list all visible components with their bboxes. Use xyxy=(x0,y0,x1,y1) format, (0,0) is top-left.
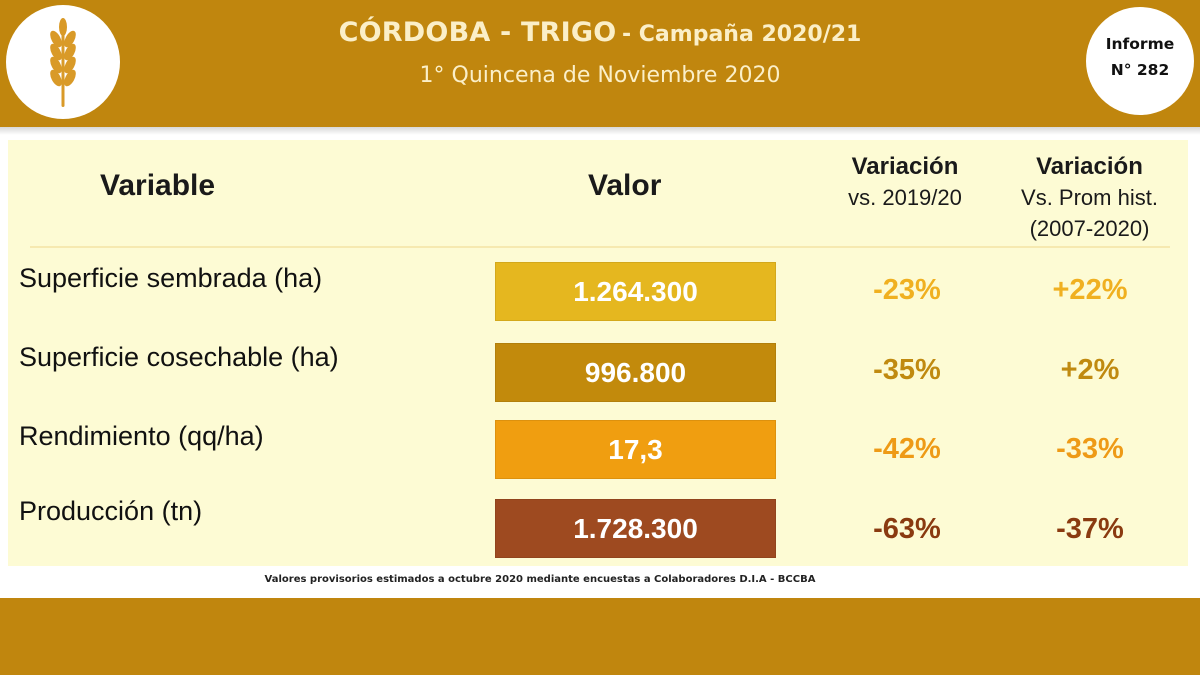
header-bar xyxy=(0,0,1200,127)
column-header-var-prev: Variación vs. 2019/20 xyxy=(820,151,990,213)
header-divider xyxy=(30,246,1170,248)
wheat-icon xyxy=(50,18,76,107)
var-hist-title: Variación xyxy=(1036,153,1143,180)
row-label-produccion: Producción (tn) xyxy=(19,496,203,526)
var-prev-superficie-cosechable: -35% xyxy=(873,354,941,386)
report-number-badge: Informe N° 282 xyxy=(1086,7,1194,115)
footer-bar xyxy=(0,598,1200,675)
value-box-superficie-cosechable: 996.800 xyxy=(495,343,776,402)
row-label-superficie-sembrada: Superficie sembrada (ha) xyxy=(19,263,323,293)
var-prev-superficie-sembrada: -23% xyxy=(873,274,941,306)
footnote: Valores provisorios estimados a octubre … xyxy=(264,574,816,585)
logo xyxy=(6,5,120,119)
var-prev-subtitle: vs. 2019/20 xyxy=(848,185,962,210)
var-hist-superficie-sembrada: +22% xyxy=(1052,274,1128,306)
report-number: N° 282 xyxy=(1110,61,1170,79)
var-hist-subtitle: Vs. Prom hist. xyxy=(1021,185,1158,210)
value-box-superficie-sembrada: 1.264.300 xyxy=(495,262,776,321)
value-box-produccion: 1.728.300 xyxy=(495,499,776,558)
column-header-var-hist: Variación Vs. Prom hist. (2007-2020) xyxy=(997,151,1182,244)
report-label: Informe xyxy=(1105,35,1175,53)
row-label-rendimiento: Rendimiento (qq/ha) xyxy=(19,421,264,451)
var-hist-produccion: -37% xyxy=(1056,513,1124,545)
var-prev-produccion: -63% xyxy=(873,513,941,545)
var-hist-superficie-cosechable: +2% xyxy=(1060,354,1120,386)
column-header-valor: Valor xyxy=(588,169,662,202)
header-shadow xyxy=(0,127,1200,135)
value-box-rendimiento: 17,3 xyxy=(495,420,776,479)
var-prev-title: Variación xyxy=(851,153,959,180)
row-label-superficie-cosechable: Superficie cosechable (ha) xyxy=(19,342,339,372)
title-campaign: - Campaña 2020/21 xyxy=(622,22,862,47)
var-hist-rendimiento: -33% xyxy=(1056,433,1124,465)
page-title: CÓRDOBA - TRIGO - Campaña 2020/21 xyxy=(180,17,1020,48)
column-header-variable: Variable xyxy=(100,169,216,202)
page-subtitle: 1° Quincena de Noviembre 2020 xyxy=(419,63,781,88)
title-main: CÓRDOBA - TRIGO xyxy=(338,17,617,48)
var-prev-rendimiento: -42% xyxy=(873,433,941,465)
var-hist-period: (2007-2020) xyxy=(1029,216,1150,241)
